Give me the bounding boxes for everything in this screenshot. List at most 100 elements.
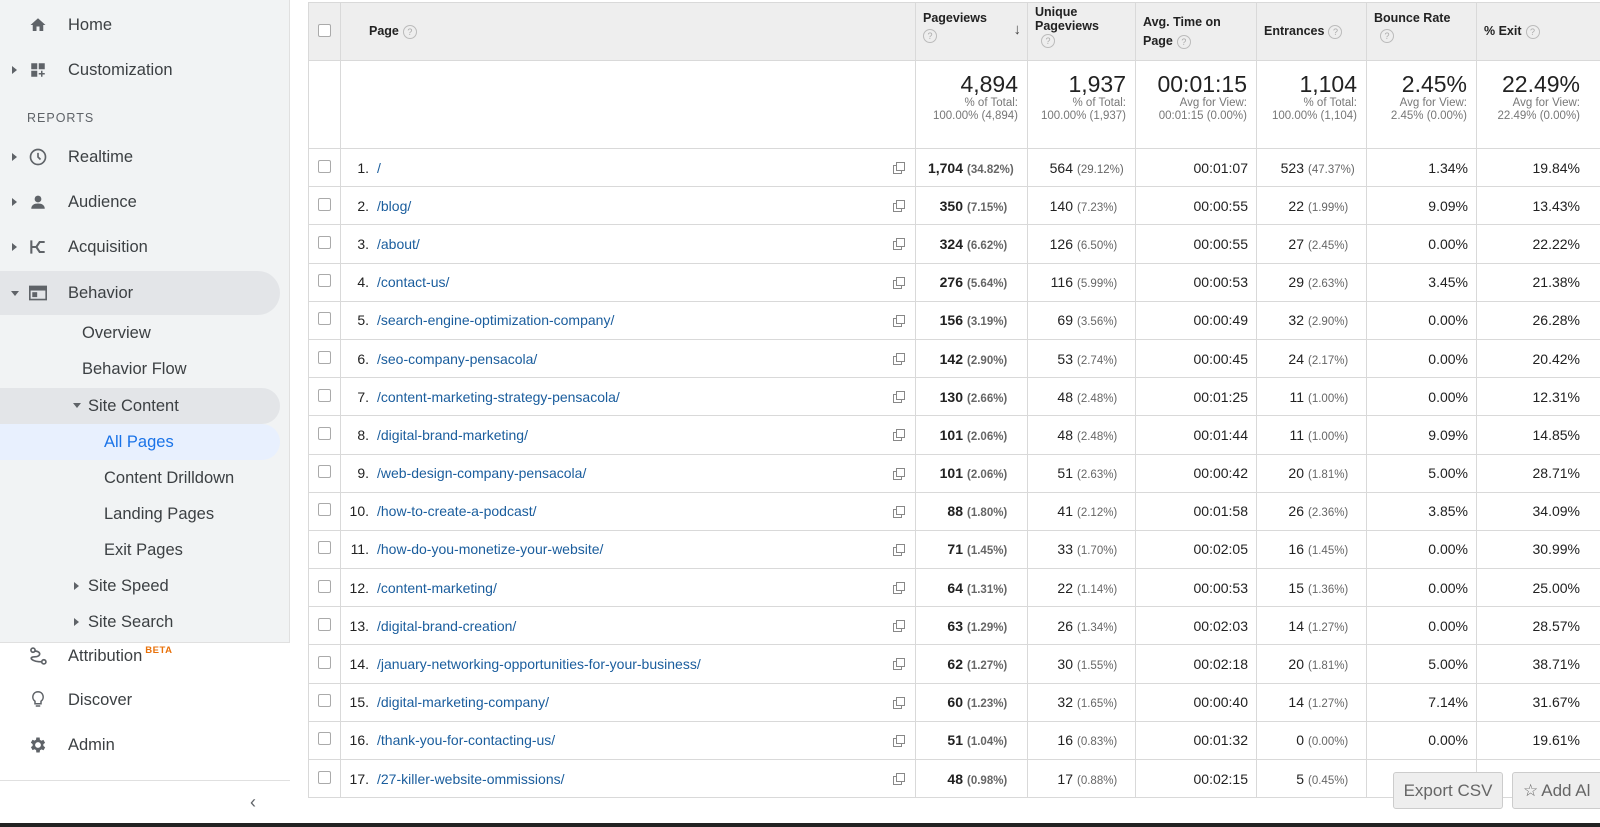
nav-customization[interactable]: Customization <box>0 48 280 92</box>
help-icon[interactable]: ? <box>402 25 417 39</box>
nav-behavior[interactable]: Behavior <box>0 271 280 315</box>
open-in-new-icon[interactable] <box>893 620 905 633</box>
open-in-new-icon[interactable] <box>893 391 905 404</box>
nav-audience[interactable]: Audience <box>0 180 280 224</box>
page-link[interactable]: /about/ <box>377 235 420 252</box>
nav-discover[interactable]: Discover <box>0 678 280 722</box>
open-in-new-icon[interactable] <box>893 543 905 556</box>
page-link[interactable]: /thank-you-for-contacting-us/ <box>377 732 556 749</box>
bounce-rate-cell: 0.00% <box>1366 720 1477 761</box>
page-cell: 4. /contact-us/ <box>340 262 916 302</box>
nav-landing-pages[interactable]: Landing Pages <box>0 496 280 532</box>
row-checkbox[interactable] <box>318 617 331 631</box>
header-pageviews[interactable]: Pageviews? ↓ <box>915 2 1028 61</box>
nav-attribution[interactable]: Attribution BETA <box>0 634 280 678</box>
nav-acquisition[interactable]: Acquisition <box>0 225 280 269</box>
row-checkbox[interactable] <box>318 350 331 364</box>
row-checkbox[interactable] <box>318 579 331 593</box>
page-link[interactable]: /web-design-company-pensacola/ <box>377 465 587 482</box>
row-index: 9. <box>357 465 369 482</box>
header-entrances[interactable]: Entrances? <box>1256 2 1367 61</box>
row-checkbox[interactable] <box>318 656 331 670</box>
row-checkbox[interactable] <box>318 770 331 784</box>
page-link[interactable]: /digital-brand-marketing/ <box>377 426 528 443</box>
open-in-new-icon[interactable] <box>893 200 905 213</box>
open-in-new-icon[interactable] <box>893 314 905 327</box>
page-link[interactable]: /contact-us/ <box>377 274 450 291</box>
row-checkbox[interactable] <box>318 732 331 746</box>
sort-desc-arrow-icon[interactable]: ↓ <box>1013 21 1022 38</box>
entrances-cell: 5 (0.45%) <box>1256 758 1367 799</box>
exit-cell: 22.22% <box>1476 224 1600 264</box>
header-avg-time[interactable]: Avg. Time on Page? <box>1135 2 1257 61</box>
help-icon[interactable]: ? <box>923 29 937 43</box>
nav-overview[interactable]: Overview <box>0 315 280 351</box>
nav-home[interactable]: Home <box>0 3 280 47</box>
header-unique-pageviews[interactable]: Unique Pageviews? <box>1027 2 1136 61</box>
open-in-new-icon[interactable] <box>893 658 905 671</box>
page-link[interactable]: /digital-brand-creation/ <box>377 617 517 634</box>
nav-all-pages[interactable]: All Pages <box>0 424 280 460</box>
open-in-new-icon[interactable] <box>893 352 905 365</box>
nav-site-speed[interactable]: Site Speed <box>0 568 280 604</box>
nav-admin[interactable]: Admin <box>0 723 280 767</box>
help-icon[interactable]: ? <box>1176 34 1191 49</box>
table-header-row: Page? Pageviews? ↓ Unique Pageviews? Avg.… <box>308 2 1600 61</box>
page-link[interactable]: /search-engine-optimization-company/ <box>377 312 615 329</box>
nav-realtime[interactable]: Realtime <box>0 135 280 179</box>
unique-pageviews-value: 48 <box>1057 388 1073 405</box>
open-in-new-icon[interactable] <box>893 429 905 442</box>
page-link[interactable]: /how-to-create-a-podcast/ <box>377 503 537 520</box>
row-checkbox[interactable] <box>318 197 331 211</box>
open-in-new-icon[interactable] <box>893 238 905 251</box>
row-checkbox[interactable] <box>318 694 331 708</box>
page-link[interactable]: /january-networking-opportunities-for-yo… <box>377 656 701 673</box>
row-checkbox[interactable] <box>318 503 331 517</box>
help-icon[interactable]: ? <box>1328 25 1343 39</box>
row-checkbox[interactable] <box>318 235 331 249</box>
unique-pageviews-cell: 48 (2.48%) <box>1027 377 1136 417</box>
row-checkbox[interactable] <box>318 426 331 440</box>
help-icon[interactable]: ? <box>1380 29 1394 43</box>
open-in-new-icon[interactable] <box>893 467 905 480</box>
page-link[interactable]: / <box>377 159 381 176</box>
export-csv-button[interactable]: Export CSV <box>1393 772 1503 809</box>
header-page[interactable]: Page? <box>340 2 916 61</box>
row-checkbox[interactable] <box>318 465 331 479</box>
page-link[interactable]: /how-do-you-monetize-your-website/ <box>377 541 604 558</box>
help-icon[interactable]: ? <box>1041 34 1055 48</box>
page-link[interactable]: /seo-company-pensacola/ <box>377 350 538 367</box>
open-in-new-icon[interactable] <box>893 505 905 518</box>
unique-pageviews-percent: (3.56%) <box>1077 316 1118 329</box>
open-in-new-icon[interactable] <box>893 276 905 289</box>
nav-site-search[interactable]: Site Search <box>0 604 280 640</box>
pageviews-cell: 276 (5.64%) <box>915 262 1028 302</box>
page-link[interactable]: /content-marketing-strategy-pensacola/ <box>377 388 620 405</box>
collapse-sidebar-button[interactable]: ‹ <box>250 792 256 812</box>
header-bounce-rate[interactable]: Bounce Rate? <box>1366 2 1477 61</box>
add-all-button[interactable]: ☆ Add Al <box>1512 772 1600 809</box>
nav-content-drilldown[interactable]: Content Drilldown <box>0 460 280 496</box>
page-link[interactable]: /blog/ <box>377 197 412 214</box>
nav-site-content[interactable]: Site Content <box>0 388 280 424</box>
help-icon[interactable]: ? <box>1525 25 1540 39</box>
page-link[interactable]: /27-killer-website-ommissions/ <box>377 770 565 787</box>
row-checkbox[interactable] <box>318 312 331 326</box>
open-in-new-icon[interactable] <box>893 773 905 785</box>
row-checkbox[interactable] <box>318 159 331 173</box>
row-checkbox[interactable] <box>318 274 331 288</box>
page-link[interactable]: /digital-marketing-company/ <box>377 694 549 711</box>
header-exit[interactable]: % Exit? <box>1476 2 1600 61</box>
open-in-new-icon[interactable] <box>893 162 905 174</box>
open-in-new-icon[interactable] <box>893 696 905 709</box>
select-all-checkbox[interactable] <box>318 23 331 37</box>
nav-exit-pages[interactable]: Exit Pages <box>0 532 280 568</box>
entrances-value: 14 <box>1288 617 1304 634</box>
nav-behavior-flow[interactable]: Behavior Flow <box>0 351 280 387</box>
open-in-new-icon[interactable] <box>893 582 905 595</box>
row-checkbox[interactable] <box>318 541 331 555</box>
open-in-new-icon[interactable] <box>893 734 905 747</box>
page-link[interactable]: /content-marketing/ <box>377 579 497 596</box>
acquisition-icon <box>27 236 49 258</box>
row-checkbox[interactable] <box>318 388 331 402</box>
